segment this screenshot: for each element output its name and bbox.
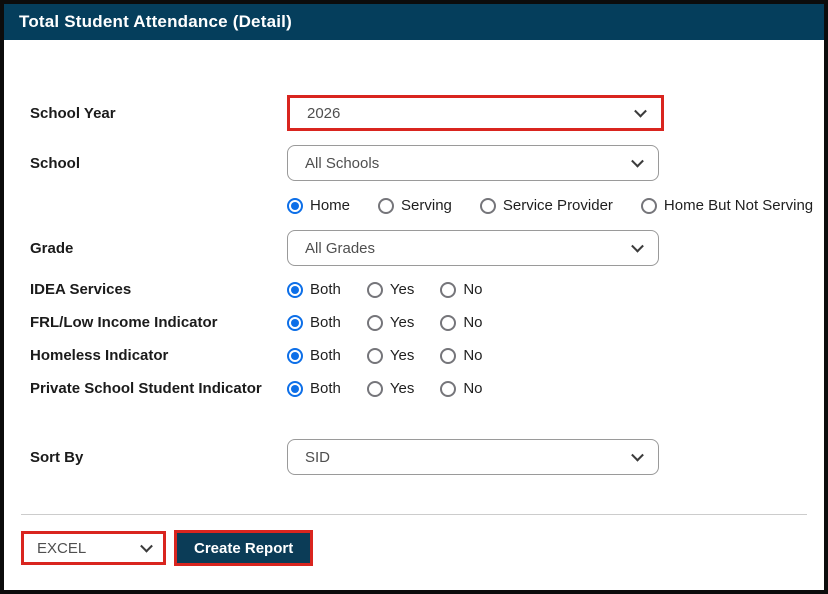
radio-option-label: No	[463, 347, 483, 364]
frl-low-income-label: FRL/Low Income Indicator	[30, 314, 218, 331]
radio-unselected-icon[interactable]	[366, 314, 383, 331]
radio-option-no[interactable]: No	[440, 281, 483, 298]
private-school-indicator-radio-group: Both Yes No	[287, 380, 824, 397]
radio-unselected-icon[interactable]	[440, 314, 457, 331]
sort-by-select-value: SID	[305, 448, 331, 466]
school-year-select[interactable]: 2026	[287, 95, 664, 131]
radio-option-label: Home	[310, 197, 351, 214]
private-school-indicator-row: Private School Student Indicator Both Ye…	[30, 380, 824, 397]
radio-option-home[interactable]: Home	[287, 197, 350, 214]
chevron-down-icon	[631, 239, 644, 253]
grade-row: Grade All Grades	[30, 230, 824, 266]
homeless-indicator-row: Homeless Indicator Both Yes No	[30, 347, 824, 364]
radio-option-both[interactable]: Both	[287, 281, 341, 298]
create-report-button[interactable]: Create Report	[174, 530, 314, 566]
radio-option-label: Both	[310, 281, 341, 298]
radio-selected-icon[interactable]	[287, 380, 303, 397]
radio-option-label: Yes	[389, 380, 415, 397]
school-label: School	[30, 154, 81, 172]
page-title: Total Student Attendance (Detail)	[19, 12, 292, 31]
radio-option-yes[interactable]: Yes	[366, 380, 415, 397]
chevron-down-icon	[634, 104, 647, 118]
radio-option-label: Yes	[389, 347, 415, 364]
radio-option-no[interactable]: No	[440, 380, 483, 397]
sort-by-select[interactable]: SID	[287, 439, 659, 475]
radio-option-yes[interactable]: Yes	[366, 314, 415, 331]
radio-unselected-icon[interactable]	[366, 347, 383, 364]
radio-option-label: Serving	[401, 197, 452, 214]
radio-option-label: Both	[310, 347, 341, 364]
radio-unselected-icon[interactable]	[440, 380, 457, 397]
radio-selected-icon[interactable]	[287, 314, 303, 331]
radio-option-label: Service Provider	[502, 197, 613, 214]
private-school-indicator-label: Private School Student Indicator	[30, 380, 262, 397]
chevron-down-icon	[631, 448, 644, 462]
homeless-indicator-radio-group: Both Yes No	[287, 347, 824, 364]
radio-option-label: Both	[310, 380, 341, 397]
radio-unselected-icon[interactable]	[440, 347, 457, 364]
radio-option-service-provider[interactable]: Service Provider	[479, 197, 613, 214]
sort-by-label: Sort By	[30, 448, 84, 466]
grade-label: Grade	[30, 239, 74, 257]
grade-select[interactable]: All Grades	[287, 230, 659, 266]
radio-unselected-icon[interactable]	[366, 380, 383, 397]
idea-services-radio-group: Both Yes No	[287, 281, 824, 298]
radio-option-yes[interactable]: Yes	[366, 281, 415, 298]
sort-by-row: Sort By SID	[30, 439, 824, 475]
radio-option-label: No	[463, 380, 483, 397]
footer-divider	[21, 514, 807, 515]
footer: EXCEL Create Report	[4, 514, 824, 566]
radio-option-label: No	[463, 314, 483, 331]
radio-option-no[interactable]: No	[440, 314, 483, 331]
radio-unselected-icon[interactable]	[640, 197, 657, 214]
school-year-row: School Year 2026	[30, 95, 824, 131]
report-form: School Year 2026 School All Schools	[4, 95, 824, 475]
frl-low-income-row: FRL/Low Income Indicator Both Yes No	[30, 314, 824, 331]
radio-selected-icon[interactable]	[287, 347, 303, 364]
radio-option-label: No	[463, 281, 483, 298]
radio-option-both[interactable]: Both	[287, 380, 341, 397]
radio-selected-icon[interactable]	[287, 197, 303, 214]
export-format-select-value: EXCEL	[37, 539, 87, 557]
radio-option-label: Yes	[389, 281, 415, 298]
idea-services-label: IDEA Services	[30, 281, 132, 298]
footer-actions: EXCEL Create Report	[21, 530, 807, 566]
radio-option-yes[interactable]: Yes	[366, 347, 415, 364]
radio-option-label: Both	[310, 314, 341, 331]
school-type-row: Home Serving Service Provider Home But N…	[30, 197, 824, 214]
homeless-indicator-label: Homeless Indicator	[30, 347, 169, 364]
radio-selected-icon[interactable]	[287, 281, 303, 298]
title-bar: Total Student Attendance (Detail)	[4, 4, 824, 40]
radio-unselected-icon[interactable]	[378, 197, 395, 214]
chevron-down-icon	[140, 539, 153, 553]
radio-option-label: Home But Not Serving	[663, 197, 814, 214]
school-select-value: All Schools	[305, 154, 380, 172]
chevron-down-icon	[631, 154, 644, 168]
school-row: School All Schools	[30, 145, 824, 181]
radio-option-home-but-not-serving[interactable]: Home But Not Serving	[640, 197, 814, 214]
idea-services-row: IDEA Services Both Yes No	[30, 281, 824, 298]
radio-unselected-icon[interactable]	[440, 281, 457, 298]
frl-low-income-radio-group: Both Yes No	[287, 314, 824, 331]
radio-option-serving[interactable]: Serving	[378, 197, 452, 214]
grade-select-value: All Grades	[305, 239, 376, 257]
radio-option-both[interactable]: Both	[287, 347, 341, 364]
radio-option-both[interactable]: Both	[287, 314, 341, 331]
export-format-select[interactable]: EXCEL	[21, 531, 166, 565]
radio-option-no[interactable]: No	[440, 347, 483, 364]
radio-unselected-icon[interactable]	[366, 281, 383, 298]
radio-option-label: Yes	[389, 314, 415, 331]
school-type-radio-group: Home Serving Service Provider Home But N…	[287, 197, 824, 214]
school-year-label: School Year	[30, 104, 116, 122]
school-select[interactable]: All Schools	[287, 145, 659, 181]
radio-unselected-icon[interactable]	[479, 197, 496, 214]
school-year-select-value: 2026	[307, 104, 341, 122]
